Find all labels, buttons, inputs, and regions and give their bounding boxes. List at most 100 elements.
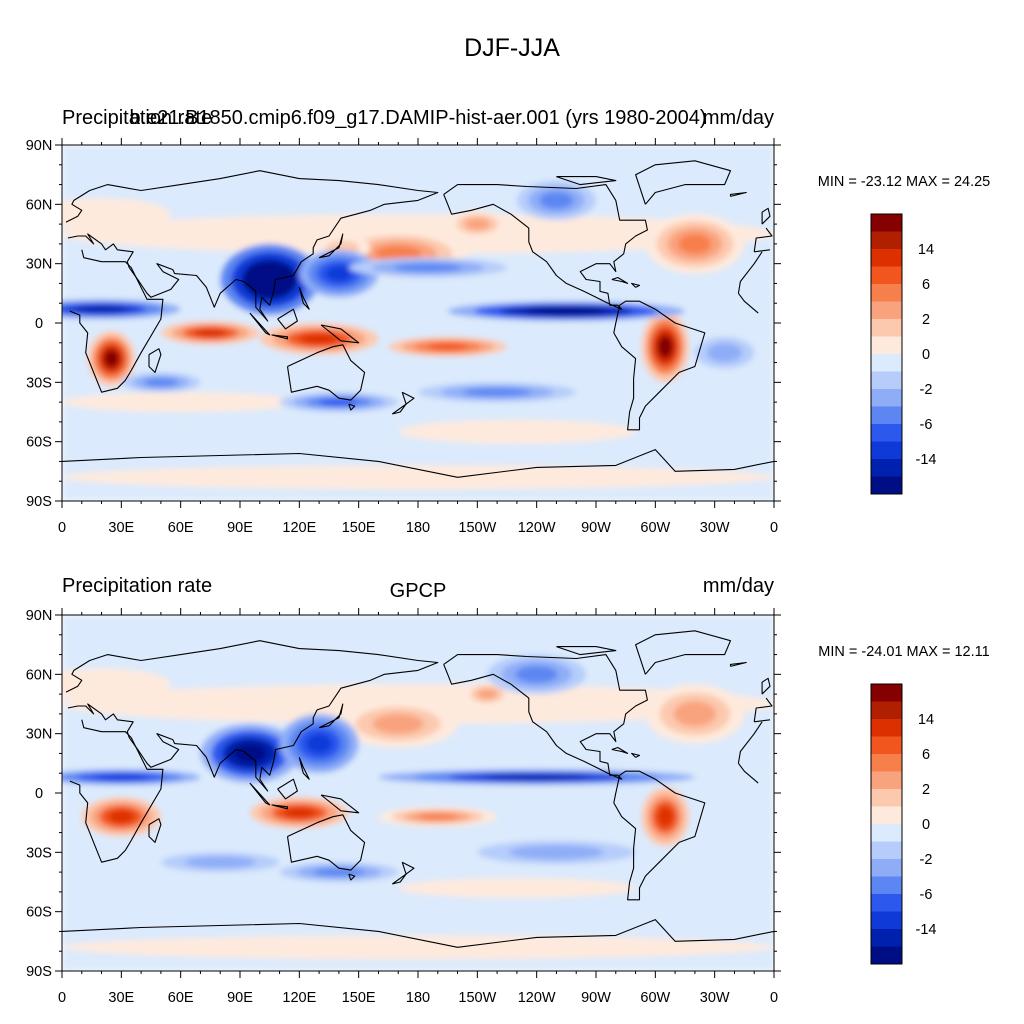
- x-tick-label: 150E: [342, 520, 376, 536]
- field-contour: [313, 867, 365, 877]
- coastline: [556, 646, 617, 656]
- colorbar-swatch: [871, 476, 902, 494]
- y-tick-label: 0: [35, 316, 43, 332]
- axis-ticks: 0 30E 60E 90E 120E 150E 180 150W 120W 90W 60W 30W 09…: [26, 608, 781, 1006]
- coastline: [320, 324, 360, 344]
- coastline: [298, 287, 310, 310]
- coastline: [69, 249, 164, 393]
- x-tick-label: 30W: [700, 990, 730, 1006]
- x-tick-label: 120E: [282, 990, 316, 1006]
- x-tick-label: 30W: [700, 520, 730, 536]
- field-contour: [526, 307, 606, 315]
- colorbar-swatch: [871, 301, 902, 319]
- coastline: [635, 630, 732, 675]
- coastline: [348, 403, 356, 411]
- axis-ticks: 0 30E 60E 90E 120E 150E 180 150W 120W 90W 60W 30W 09…: [26, 138, 781, 536]
- colorbar-swatch: [871, 684, 902, 702]
- colorbar-label: -2: [920, 852, 933, 868]
- y-tick-label: 30N: [26, 727, 53, 743]
- colorbar-swatch: [871, 876, 902, 894]
- x-tick-label: 0: [770, 990, 778, 1006]
- colorbar: 14 6 2 0 -2 -6 -14: [870, 683, 936, 965]
- x-tick-label: 60W: [640, 990, 670, 1006]
- figure-title: DJF-JJA: [464, 34, 560, 62]
- x-tick-label: 30E: [108, 520, 134, 536]
- coastline: [277, 778, 298, 800]
- coastline: [737, 292, 759, 314]
- colorbar-swatch: [871, 736, 902, 754]
- colorbar-swatch: [871, 424, 902, 442]
- field-contour: [678, 234, 712, 254]
- colorbar-swatch: [871, 911, 902, 929]
- panel-title-center: b.e21.B1850.cmip6.f09_g17.DAMIP-hist-aer…: [129, 107, 706, 129]
- y-tick-label: 90N: [26, 608, 53, 624]
- colorbar-swatch: [871, 354, 902, 372]
- colorbar-swatch: [871, 806, 902, 824]
- coastline: [286, 344, 366, 401]
- colorbar-label: -6: [920, 417, 933, 433]
- x-tick-label: 60E: [168, 520, 194, 536]
- coastline: [62, 449, 774, 478]
- x-tick-label: 120W: [518, 520, 556, 536]
- coastline: [401, 391, 415, 405]
- colorbar: 14 6 2 0 -2 -6 -14: [870, 213, 936, 495]
- y-tick-label: 30N: [26, 257, 53, 273]
- stats-text: MIN = -24.01 MAX = 12.11: [818, 644, 989, 660]
- x-tick-label: 180: [406, 990, 430, 1006]
- coastline: [753, 697, 773, 722]
- field-contour: [94, 774, 148, 780]
- field-contour: [508, 845, 604, 860]
- colorbar-swatch: [871, 824, 902, 842]
- x-tick-label: 60W: [640, 520, 670, 536]
- field-contour: [193, 328, 227, 337]
- colorbar-swatch: [871, 894, 902, 912]
- coastline: [348, 873, 356, 881]
- colorbar-swatch: [871, 319, 902, 337]
- panel-model: Precipitation rate b.e21.B1850.cmip6.f09…: [26, 107, 991, 536]
- x-tick-label: 150E: [342, 990, 376, 1006]
- field-contour: [477, 689, 498, 700]
- coastline: [754, 249, 771, 253]
- field-contour: [62, 198, 171, 231]
- field-contour: [398, 419, 636, 444]
- field-contour: [103, 349, 120, 368]
- field-contour: [427, 343, 468, 351]
- coastline: [556, 176, 617, 186]
- colorbar-swatch: [871, 841, 902, 859]
- colorbar-swatch: [871, 336, 902, 354]
- y-tick-label: 30S: [26, 845, 52, 861]
- x-tick-label: 150W: [458, 990, 496, 1006]
- coastline: [286, 814, 366, 871]
- coastline: [62, 919, 774, 948]
- colorbar-label: 14: [918, 712, 934, 728]
- coastline: [754, 719, 771, 723]
- colorbar-swatch: [871, 266, 902, 284]
- coastline: [613, 770, 706, 901]
- field-contour: [325, 265, 353, 282]
- colorbar-swatch: [871, 231, 902, 249]
- x-tick-label: 90W: [581, 990, 611, 1006]
- field-contour: [305, 733, 333, 754]
- panel-title-center: GPCP: [390, 580, 447, 602]
- y-tick-label: 60N: [26, 667, 53, 683]
- panel-title-left: Precipitation rate: [62, 575, 212, 597]
- colorbar-swatch: [871, 389, 902, 407]
- colorbar-swatch: [871, 284, 902, 302]
- colorbar-swatch: [871, 371, 902, 389]
- panel-observations: Precipitation rate GPCP mm/day 0 30E 60E 90…: [26, 575, 990, 1006]
- y-tick-label: 60S: [26, 435, 52, 451]
- colorbar-label: 14: [918, 242, 934, 258]
- colorbar-label: 2: [922, 312, 930, 328]
- coastline: [271, 804, 289, 810]
- colorbar-swatch: [871, 859, 902, 877]
- coastline: [298, 757, 310, 780]
- colorbar-swatch: [871, 771, 902, 789]
- field-contour: [375, 245, 422, 262]
- field-contour: [398, 878, 636, 898]
- coastline: [277, 308, 298, 330]
- coastline: [148, 818, 162, 843]
- colorbar-frame: [870, 213, 903, 495]
- coastline: [613, 300, 706, 431]
- colorbar-swatch: [871, 929, 902, 947]
- field-contour: [515, 665, 558, 683]
